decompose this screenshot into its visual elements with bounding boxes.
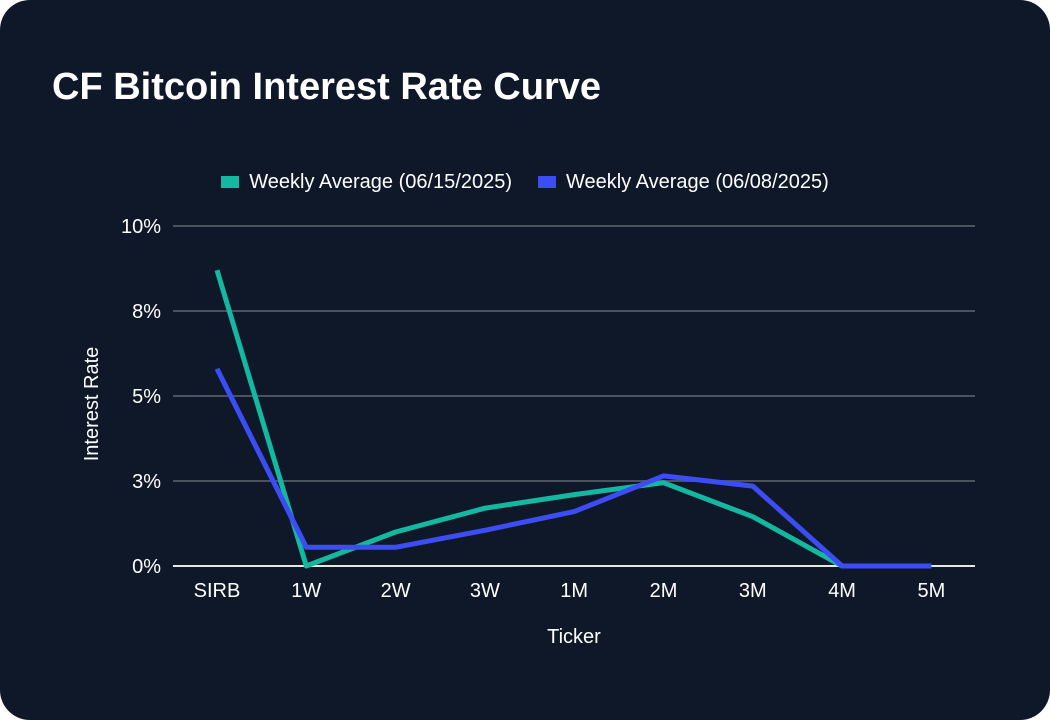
y-tick-label: 5% <box>132 386 161 408</box>
legend-item-series-2[interactable]: Weekly Average (06/08/2025) <box>538 171 829 194</box>
y-tick-label: 3% <box>132 471 161 493</box>
x-tick-label: 3W <box>470 580 500 602</box>
legend-swatch-series-1 <box>221 176 240 188</box>
y-tick-label: 8% <box>132 301 161 323</box>
series-lines <box>214 269 932 569</box>
series-line-2[interactable] <box>214 367 932 569</box>
x-axis-ticks: SIRB 1W 2W 3W 1M 2M 3M 4M 5M <box>194 580 946 602</box>
legend-label-series-2: Weekly Average (06/08/2025) <box>566 170 829 193</box>
chart-title: CF Bitcoin Interest Rate Curve <box>52 66 601 108</box>
x-tick-label: 5M <box>918 580 946 602</box>
legend-swatch-series-2 <box>538 176 556 188</box>
x-tick-label: 2M <box>650 580 678 602</box>
x-tick-label: 4M <box>828 580 856 602</box>
y-tick-label: 10% <box>121 216 161 238</box>
y-tick-label: 0% <box>132 556 161 578</box>
x-tick-label: SIRB <box>194 580 241 602</box>
x-tick-label: 1W <box>291 580 321 602</box>
chart-legend: Weekly Average (06/15/2025) Weekly Avera… <box>0 168 1050 196</box>
x-tick-label: 1M <box>560 580 588 602</box>
series-line-1[interactable] <box>214 269 932 569</box>
x-tick-label: 3M <box>739 580 767 602</box>
x-axis-label: Ticker <box>547 626 601 648</box>
y-axis-label: Interest Rate <box>81 347 103 462</box>
legend-label-series-1: Weekly Average (06/15/2025) <box>249 170 512 193</box>
x-tick-label: 2W <box>381 580 411 602</box>
y-axis-ticks: 0% 3% 5% 8% 10% <box>121 216 161 578</box>
legend-item-series-1[interactable]: Weekly Average (06/15/2025) <box>221 171 512 194</box>
